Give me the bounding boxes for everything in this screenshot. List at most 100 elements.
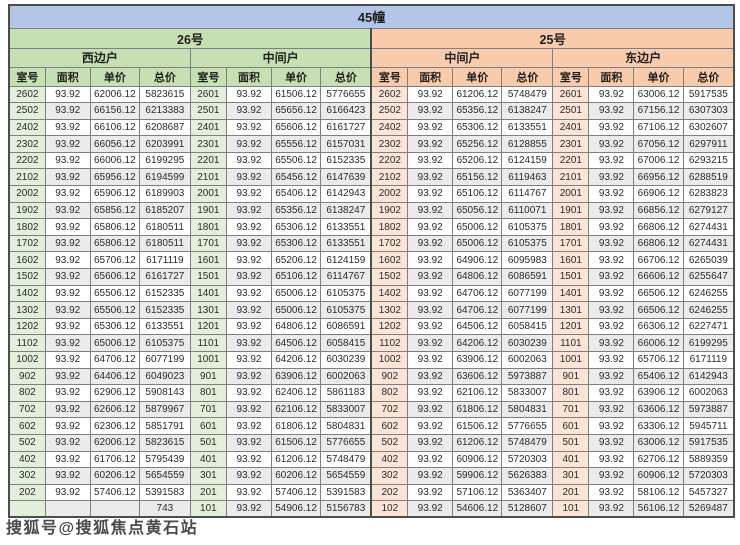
area-cell: 93.92 (407, 317, 454, 336)
total-price-cell: 6105375 (501, 234, 554, 253)
total-price-cell: 5795439 (138, 450, 191, 469)
area-cell: 93.92 (407, 417, 454, 435)
area-cell: 93.92 (588, 284, 635, 303)
area-cell: 93.92 (588, 218, 635, 236)
area-cell: 93.92 (225, 301, 272, 319)
unit-price-cell: 61506.12 (270, 433, 322, 452)
area-cell: 93.92 (225, 450, 272, 469)
table-row: 1302 93.92 65506.12 6152335 1301 93.92 65006.1… (8, 301, 735, 319)
unit-price-cell: 57106.12 (452, 483, 503, 502)
area-cell: 93.92 (225, 185, 272, 203)
room-cell: 501 (189, 433, 227, 452)
room-cell: 1601 (552, 251, 590, 270)
unit-price-cell: 61806.12 (270, 417, 322, 435)
room-cell: 2101 (552, 168, 590, 187)
area-cell: 93.92 (225, 284, 272, 303)
total-price-cell: 6171119 (138, 251, 191, 270)
table-row: 2402 93.92 66106.12 6208687 2401 93.92 65606.1… (8, 118, 735, 137)
unit-price-cell: 64706.12 (452, 301, 503, 319)
unit-price-cell: 65106.12 (452, 185, 503, 203)
column-header-total-price: 总价 (501, 66, 554, 87)
total-price-cell: 6077199 (501, 284, 554, 303)
room-cell: 2402 (370, 118, 409, 137)
column-header-area: 面积 (44, 66, 91, 87)
area-cell: 93.92 (225, 168, 272, 187)
unit-price-cell: 63006.12 (633, 433, 684, 452)
area-cell: 93.92 (588, 334, 635, 352)
area-cell: 93.92 (225, 384, 272, 402)
unit-price-cell: 65006.12 (270, 284, 322, 303)
unit-price-cell: 65956.12 (89, 168, 140, 187)
area-cell: 93.92 (44, 467, 91, 485)
total-price-cell: 6077199 (501, 301, 554, 319)
unit-price-cell: 65556.12 (270, 135, 322, 153)
unit-price-cell: 64206.12 (452, 334, 503, 352)
table-row: 2102 93.92 65956.12 6194599 2101 93.92 65456.1… (8, 168, 735, 187)
room-cell: 2601 (552, 85, 590, 104)
total-price-cell: 6274431 (682, 218, 735, 236)
room-cell: 2602 (8, 85, 46, 104)
column-header-total-price: 总价 (138, 66, 191, 87)
column-header-room: 室号 (189, 66, 227, 87)
room-cell: 2201 (552, 151, 590, 170)
unit-price-cell: 65506.12 (89, 301, 140, 319)
unit-price-cell: 65006.12 (270, 301, 322, 319)
area-cell: 93.92 (588, 251, 635, 270)
total-price-cell: 6213383 (138, 102, 191, 120)
room-cell: 402 (8, 450, 46, 469)
total-price-cell: 5457327 (682, 483, 735, 502)
room-cell: 502 (370, 433, 409, 452)
total-price-cell: 6279127 (682, 201, 735, 220)
area-cell: 93.92 (44, 234, 91, 253)
area-cell: 93.92 (588, 185, 635, 203)
area-cell: 93.92 (407, 151, 454, 170)
total-price-cell: 6002063 (682, 384, 735, 402)
total-price-cell: 5861183 (320, 384, 372, 402)
unit-price-cell: 60906.12 (452, 450, 503, 469)
area-cell: 93.92 (44, 201, 91, 220)
room-cell: 2601 (189, 85, 227, 104)
unit-price-cell: 63906.12 (270, 367, 322, 386)
room-cell: 2501 (189, 102, 227, 120)
unit-price-cell: 66706.12 (633, 251, 684, 270)
area-cell: 93.92 (407, 234, 454, 253)
total-price-cell: 5626383 (501, 467, 554, 485)
total-price-cell: 5804831 (320, 417, 372, 435)
total-price-cell: 6297911 (682, 135, 735, 153)
unit-price-cell: 65406.12 (270, 185, 322, 203)
area-cell: 93.92 (407, 500, 454, 518)
room-cell: 302 (8, 467, 46, 485)
area-cell: 93.92 (44, 185, 91, 203)
total-price-cell: 6002063 (501, 351, 554, 369)
area-cell: 93.92 (44, 268, 91, 286)
room-cell: 2301 (189, 135, 227, 153)
total-price-cell: 6138247 (320, 201, 372, 220)
area-cell: 93.92 (588, 168, 635, 187)
room-cell: 1802 (8, 218, 46, 236)
unit-price-cell: 62606.12 (89, 400, 140, 419)
room-cell: 601 (552, 417, 590, 435)
area-cell: 93.92 (44, 301, 91, 319)
area-cell: 93.92 (225, 334, 272, 352)
unit-price-cell: 65906.12 (89, 185, 140, 203)
room-cell: 202 (370, 483, 409, 502)
area-cell: 93.92 (407, 135, 454, 153)
room-cell: 201 (189, 483, 227, 502)
room-cell: 1201 (552, 317, 590, 336)
total-price-cell: 5776655 (501, 417, 554, 435)
table-row: 802 93.92 62906.12 5908143 801 93.92 62406.12 5… (8, 384, 735, 402)
price-table: 45幢 26号 25号 西边户 中间户 中间户 东边户 室号 面积 单价 总价 室号 面积… (8, 4, 735, 519)
unit-price-cell: 63906.12 (633, 384, 684, 402)
total-price-cell: 5391583 (138, 483, 191, 502)
area-cell: 93.92 (407, 400, 454, 419)
total-price-cell: 6152335 (138, 284, 191, 303)
unit-price-cell: 66056.12 (89, 135, 140, 153)
unit-price-cell: 64706.12 (89, 351, 140, 369)
total-price-cell: 6189903 (138, 185, 191, 203)
total-price-cell: 6138247 (501, 102, 554, 120)
area-cell: 93.92 (44, 135, 91, 153)
unit-price-cell: 61506.12 (452, 417, 503, 435)
unit-price-cell: 62006.12 (89, 85, 140, 104)
unit-header-middle-26: 中间户 (189, 47, 372, 68)
total-price-cell: 743 (138, 500, 191, 518)
